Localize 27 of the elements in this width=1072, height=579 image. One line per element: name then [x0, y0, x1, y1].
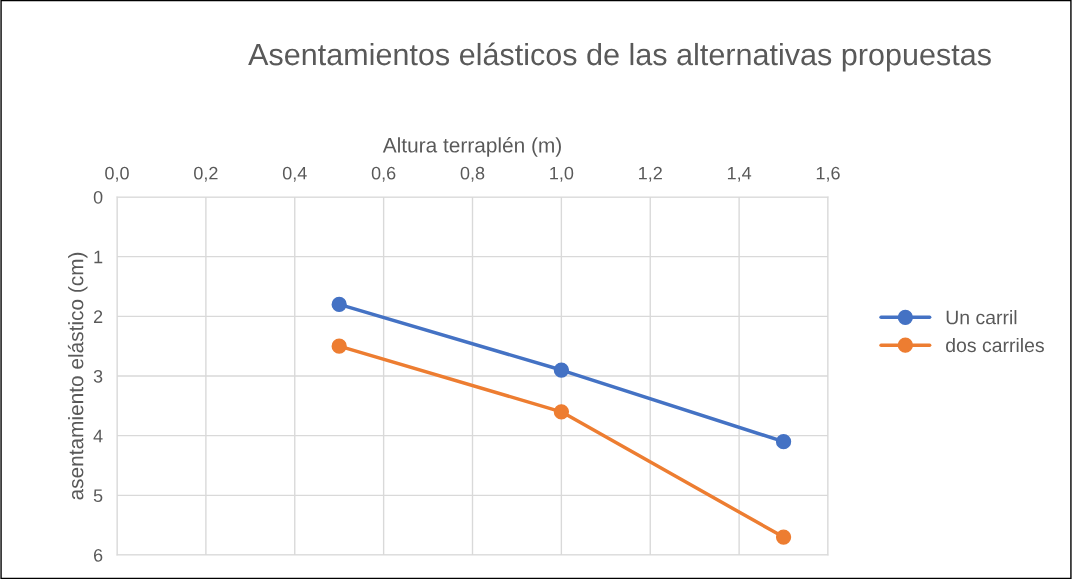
y-tick-label: 6 — [93, 548, 103, 562]
x-tick-label: 1,2 — [639, 166, 662, 182]
point — [775, 529, 792, 545]
x-tick-label: 1,4 — [727, 166, 752, 182]
y-tick-label: 0 — [93, 190, 103, 204]
point — [331, 296, 347, 313]
y-tick-label: 3 — [93, 369, 103, 383]
x-tick-label: 0,8 — [460, 166, 485, 182]
x-tick-label: 1,0 — [550, 166, 574, 182]
point — [331, 338, 347, 354]
y-axis-title: asentamiento elástico (cm) — [67, 252, 88, 500]
point — [775, 433, 792, 450]
x-axis-title: Altura terraplén (m) — [382, 137, 561, 157]
x-tick-label: 0,4 — [282, 166, 307, 182]
y-tick-label: 2 — [93, 310, 103, 323]
x-tick-label: 0,6 — [371, 166, 396, 182]
chart-title: Asentamientos elásticos de las alternativas propuestas — [248, 42, 991, 72]
y-tick-label: 5 — [93, 489, 103, 503]
legend-label: dos carriles — [946, 337, 1044, 353]
legend-label: Un carril — [946, 310, 1017, 325]
y-tick-label: 1 — [94, 250, 103, 264]
x-tick-label: 1,6 — [816, 166, 840, 182]
point — [553, 362, 570, 378]
point — [553, 404, 570, 420]
x-tick-label: 0,0 — [105, 166, 129, 182]
x-tick-label: 0,2 — [194, 166, 218, 182]
y-tick-label: 4 — [93, 429, 103, 443]
